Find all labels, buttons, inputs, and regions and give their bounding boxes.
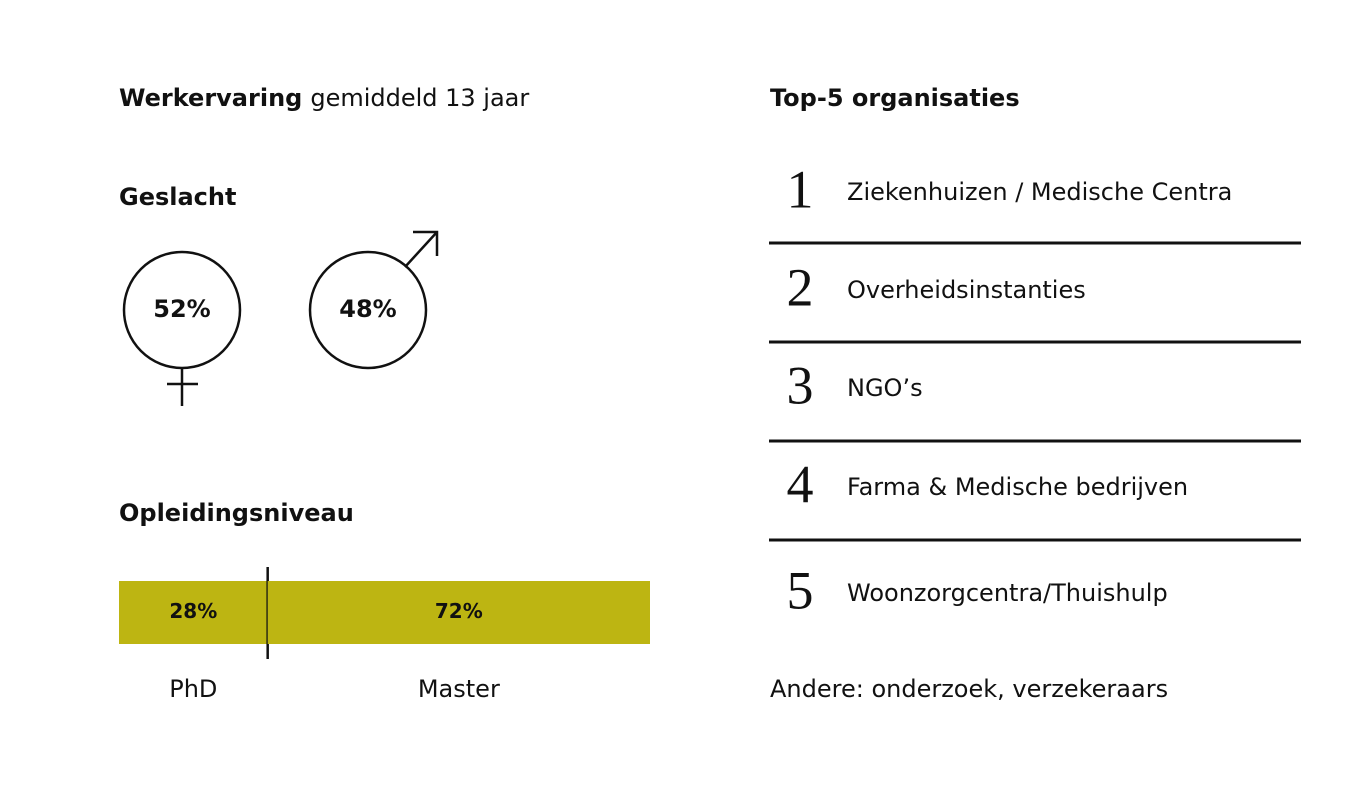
segment-label: 28% xyxy=(169,599,217,623)
segment-name: PhD xyxy=(169,675,217,703)
male-symbol xyxy=(308,250,428,370)
experience-text: gemiddeld 13 jaar xyxy=(310,84,529,112)
segment-label: 72% xyxy=(435,599,483,623)
org-rank: 2 xyxy=(787,257,814,317)
org-list: 1 Ziekenhuizen / Medische Centra 2 Overheid… xyxy=(769,159,1301,620)
segment-name: Master xyxy=(418,675,500,703)
male-arrow-head xyxy=(413,230,439,256)
bar-segment xyxy=(119,581,268,644)
experience: Werkervaring gemiddeld 13 jaar xyxy=(119,84,529,112)
org-rank: 4 xyxy=(787,454,814,514)
orgs-heading: Top-5 organisaties xyxy=(770,84,1020,112)
experience-label: Werkervaring xyxy=(119,84,302,112)
org-name: NGO’s xyxy=(847,374,923,402)
education-heading: Opleidingsniveau xyxy=(119,499,354,527)
male-share: 48% xyxy=(339,295,396,323)
org-name: Farma & Medische bedrijven xyxy=(847,473,1188,501)
bar-segment xyxy=(267,581,650,644)
male-arrow xyxy=(404,231,438,268)
gender-heading: Geslacht xyxy=(119,183,236,211)
org-name: Woonzorgcentra/Thuishulp xyxy=(847,579,1168,607)
org-rank: 5 xyxy=(787,560,814,620)
org-rank: 1 xyxy=(787,159,814,219)
orgs-note: Andere: onderzoek, verzekeraars xyxy=(770,675,1168,703)
org-name: Overheidsinstanties xyxy=(847,276,1086,304)
education-bar: 28% PhD 72% Master xyxy=(119,567,650,703)
org-name: Ziekenhuizen / Medische Centra xyxy=(847,178,1232,206)
female-share: 52% xyxy=(153,295,210,323)
org-rank: 3 xyxy=(787,355,814,415)
